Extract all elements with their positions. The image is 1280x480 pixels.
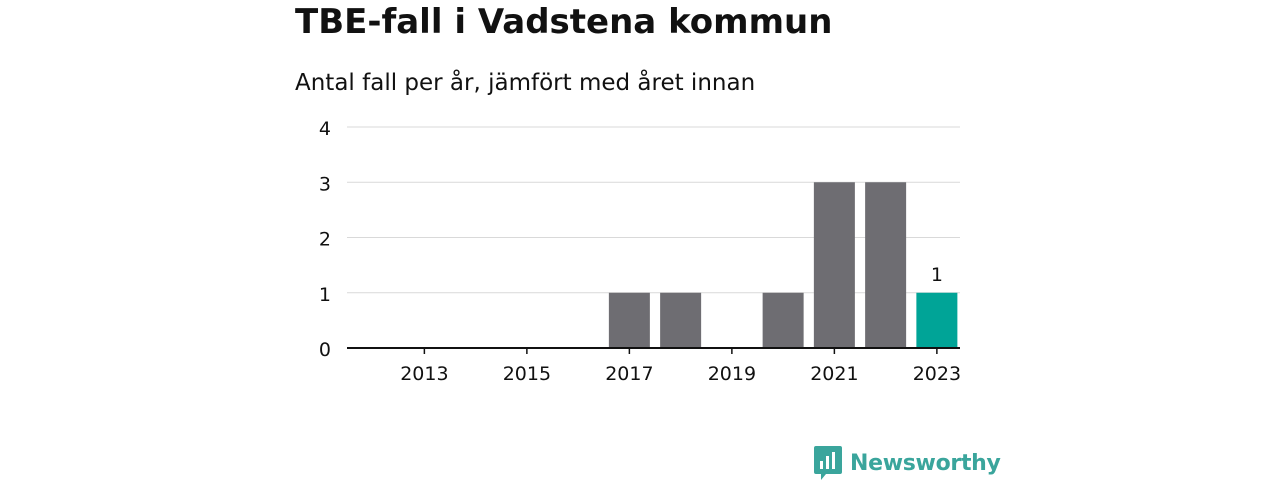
bar <box>865 182 907 348</box>
x-tick-label: 2021 <box>810 363 858 385</box>
bar <box>813 182 855 348</box>
y-tick-label: 4 <box>319 118 331 140</box>
data-label: 1 <box>931 264 943 286</box>
brand-logo: Newsworthy <box>814 446 1001 480</box>
bar <box>762 292 804 348</box>
y-tick-label: 0 <box>319 339 331 361</box>
newsworthy-logo-icon <box>814 446 842 480</box>
bar-highlight <box>916 292 958 348</box>
bar <box>608 292 650 348</box>
x-tick-label: 2023 <box>913 363 961 385</box>
x-tick-label: 2013 <box>400 363 448 385</box>
chart-subtitle: Antal fall per år, jämfört med året inna… <box>295 70 756 96</box>
y-tick-label: 2 <box>319 229 331 251</box>
x-tick-label: 2015 <box>503 363 551 385</box>
chart-title: TBE-fall i Vadstena kommun <box>295 2 833 42</box>
bar <box>660 292 702 348</box>
y-tick-label: 1 <box>319 284 331 306</box>
x-tick-label: 2017 <box>605 363 653 385</box>
x-tick-label: 2019 <box>708 363 756 385</box>
y-tick-label: 3 <box>319 173 331 195</box>
brand-name: Newsworthy <box>850 450 1001 476</box>
